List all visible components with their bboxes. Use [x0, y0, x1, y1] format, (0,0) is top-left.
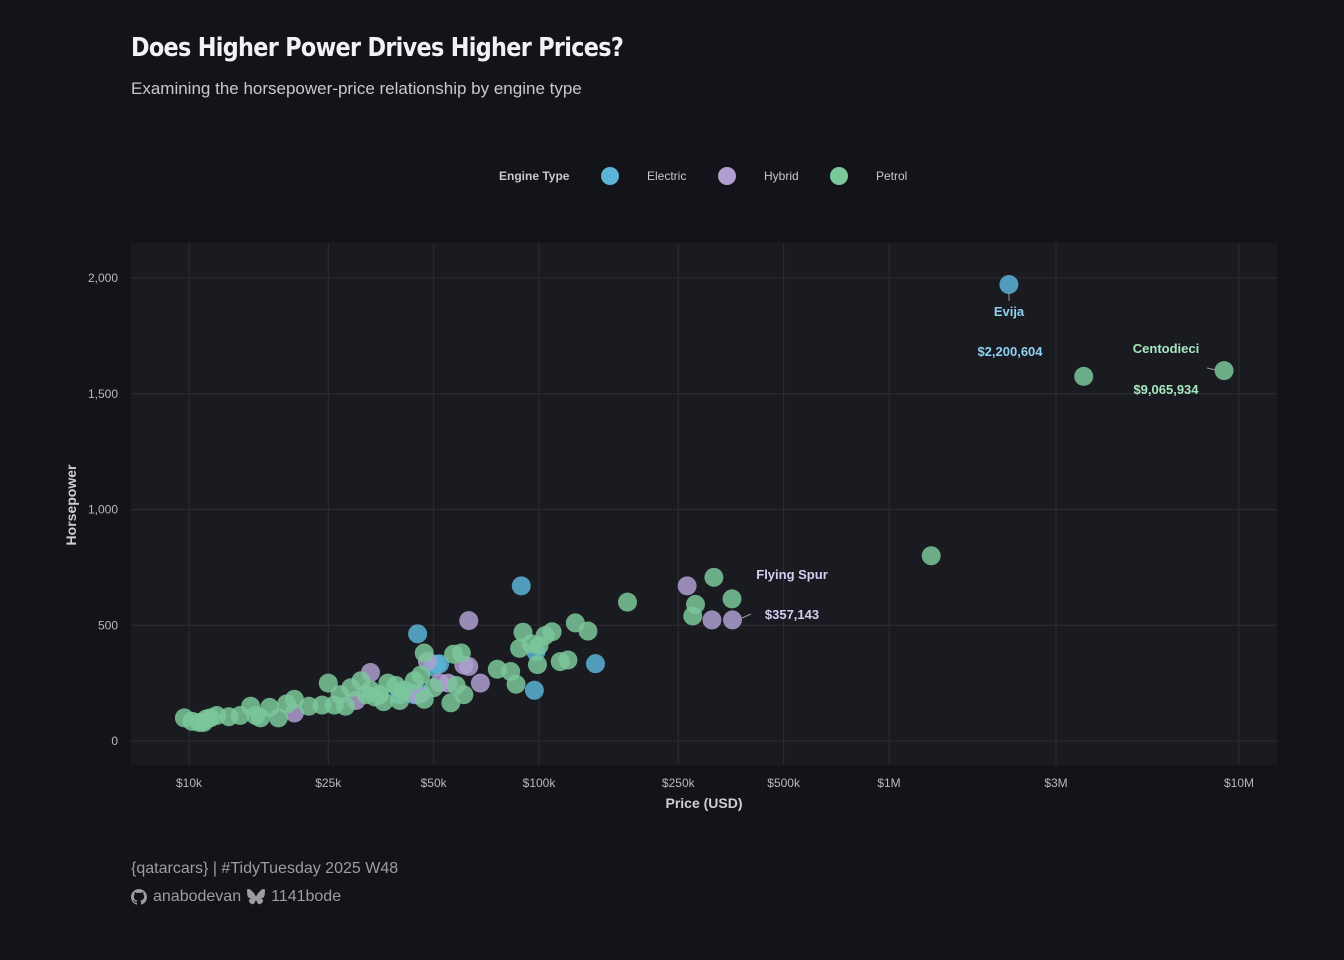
- annotation-label: Evija: [994, 304, 1025, 319]
- annotation-connector: [741, 613, 752, 619]
- point-petrol: [683, 606, 703, 626]
- x-tick-label: $10M: [1224, 776, 1254, 790]
- x-axis-label: Price (USD): [665, 795, 742, 811]
- point-hybrid: [677, 576, 697, 596]
- point-petrol: [444, 644, 464, 664]
- data-points: [174, 274, 1234, 732]
- point-petrol: [441, 693, 461, 713]
- x-tick-label: $50k: [421, 776, 448, 790]
- bluesky-handle: 1141bode: [271, 888, 342, 905]
- point-petrol: [390, 690, 410, 710]
- y-tick-label: 500: [98, 618, 118, 632]
- grid-lines: [131, 243, 1277, 765]
- point-petrol: [414, 643, 434, 663]
- annotation-value: $357,143: [765, 607, 819, 622]
- point-electric: [511, 576, 531, 596]
- point-petrol: [277, 694, 297, 714]
- point-petrol: [722, 589, 742, 609]
- point-petrol: [1214, 361, 1234, 381]
- point-petrol: [542, 622, 562, 642]
- legend-label-petrol: Petrol: [876, 169, 908, 183]
- chart-title: Does Higher Power Drives Higher Prices?: [131, 33, 624, 63]
- x-tick-label: $1M: [877, 776, 900, 790]
- point-petrol: [527, 655, 547, 675]
- legend-key-petrol: [830, 167, 848, 185]
- point-petrol: [578, 621, 598, 641]
- x-tick-label: $25k: [315, 776, 342, 790]
- point-petrol: [558, 650, 578, 670]
- y-tick-label: 2,000: [88, 271, 118, 285]
- annotation-value: $2,200,604: [977, 344, 1043, 359]
- chart-subtitle: Examining the horsepower-price relations…: [131, 79, 582, 98]
- point-petrol: [424, 678, 444, 698]
- y-tick-label: 1,500: [88, 387, 118, 401]
- point-petrol: [318, 673, 338, 693]
- point-petrol: [330, 685, 350, 705]
- point-electric: [585, 654, 605, 674]
- legend-label-hybrid: Hybrid: [764, 169, 799, 183]
- point-hybrid: [722, 610, 742, 630]
- point-hybrid: [470, 673, 490, 693]
- point-petrol: [921, 546, 941, 566]
- caption-source: {qatarcars} | #TidyTuesday 2025 W48: [131, 860, 399, 877]
- point-hybrid: [459, 611, 479, 631]
- x-tick-label: $500k: [767, 776, 801, 790]
- butterfly-icon: [247, 889, 266, 905]
- point-hybrid: [702, 610, 722, 630]
- annotation-value: $9,065,934: [1133, 382, 1199, 397]
- x-tick-label: $3M: [1044, 776, 1067, 790]
- point-petrol: [356, 685, 376, 705]
- y-axis-ticks: 0 500 1,000 1,500 2,000: [88, 271, 118, 748]
- annotation-label: Flying Spur: [756, 567, 828, 582]
- point-petrol: [506, 674, 526, 694]
- point-petrol: [219, 707, 239, 727]
- point-petrol: [446, 675, 466, 695]
- caption-credits: anabodevan 1141bode: [131, 888, 341, 906]
- legend-label-electric: Electric: [647, 169, 687, 183]
- legend-key-hybrid: [718, 167, 736, 185]
- y-tick-label: 1,000: [88, 503, 118, 517]
- x-axis-ticks: $10k $25k $50k $100k $250k $500k $1M $3M $10M: [176, 776, 1254, 790]
- point-electric: [408, 624, 428, 644]
- github-icon: [131, 889, 147, 905]
- annotation-connector: [1206, 367, 1217, 371]
- point-petrol: [250, 708, 270, 728]
- point-electric: [999, 274, 1019, 294]
- legend-title: Engine Type: [499, 169, 570, 183]
- point-petrol: [529, 636, 549, 656]
- point-electric: [524, 680, 544, 700]
- point-petrol: [182, 711, 202, 731]
- x-tick-label: $10k: [176, 776, 203, 790]
- github-handle: anabodevan: [153, 888, 242, 905]
- x-tick-label: $250k: [662, 776, 696, 790]
- point-petrol: [617, 592, 637, 612]
- legend-key-electric: [601, 167, 619, 185]
- annotation-label: Centodieci: [1133, 341, 1199, 356]
- x-tick-label: $100k: [523, 776, 557, 790]
- point-petrol: [268, 708, 288, 728]
- y-axis-label: Horsepower: [63, 464, 79, 545]
- point-petrol: [1074, 366, 1094, 386]
- plot-panel: [131, 243, 1277, 765]
- point-petrol: [704, 567, 724, 587]
- y-tick-label: 0: [111, 734, 118, 748]
- annotations: Evija $2,200,604 Centodieci $9,065,934 Flyin…: [741, 292, 1217, 622]
